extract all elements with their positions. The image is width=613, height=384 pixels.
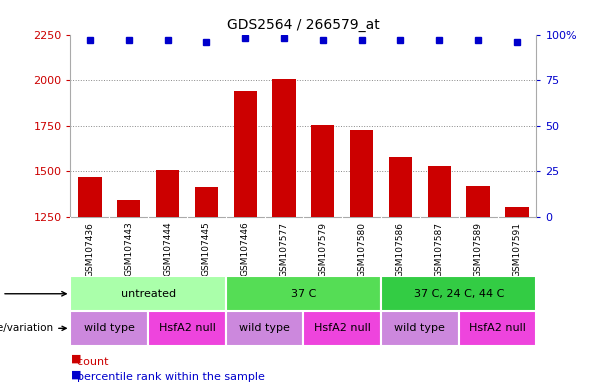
Text: ■: ■ [70,369,81,379]
Text: ■: ■ [70,354,81,364]
Bar [117,200,140,217]
Text: HsfA2 null: HsfA2 null [469,323,526,333]
Bar [428,166,451,217]
Bar [234,91,257,217]
Text: GSM107589: GSM107589 [474,222,482,277]
Text: GSM107445: GSM107445 [202,222,211,276]
Text: GSM107443: GSM107443 [124,222,133,276]
Bar [226,311,303,346]
Text: 37 C, 24 C, 44 C: 37 C, 24 C, 44 C [414,289,504,299]
Bar [78,177,102,217]
Bar [505,207,528,217]
Bar [70,276,226,311]
Text: GSM107446: GSM107446 [241,222,249,276]
Text: GSM107444: GSM107444 [163,222,172,276]
Bar [389,157,412,217]
Text: GSM107586: GSM107586 [396,222,405,277]
Text: count: count [70,357,109,367]
Bar [459,311,536,346]
Text: wild type: wild type [395,323,445,333]
Text: wild type: wild type [84,323,135,333]
Text: wild type: wild type [239,323,290,333]
Text: HsfA2 null: HsfA2 null [314,323,371,333]
Bar [350,130,373,217]
Bar [303,311,381,346]
Text: GSM107580: GSM107580 [357,222,366,277]
Bar [466,186,490,217]
Bar [381,276,536,311]
Text: GSM107591: GSM107591 [512,222,522,277]
Bar [311,125,335,217]
Text: HsfA2 null: HsfA2 null [159,323,215,333]
Text: percentile rank within the sample: percentile rank within the sample [70,372,265,382]
Text: GSM107577: GSM107577 [280,222,289,277]
Bar [195,187,218,217]
Text: GSM107587: GSM107587 [435,222,444,277]
Text: genotype/variation: genotype/variation [0,323,66,333]
Bar [272,79,295,217]
Bar [226,276,381,311]
Bar [70,311,148,346]
Text: untreated: untreated [121,289,176,299]
Bar [381,311,459,346]
Title: GDS2564 / 266579_at: GDS2564 / 266579_at [227,18,380,32]
Bar [156,170,179,217]
Text: protocol: protocol [0,289,66,299]
Bar [148,311,226,346]
Text: GSM107436: GSM107436 [85,222,94,276]
Text: GSM107579: GSM107579 [318,222,327,277]
Text: 37 C: 37 C [291,289,316,299]
